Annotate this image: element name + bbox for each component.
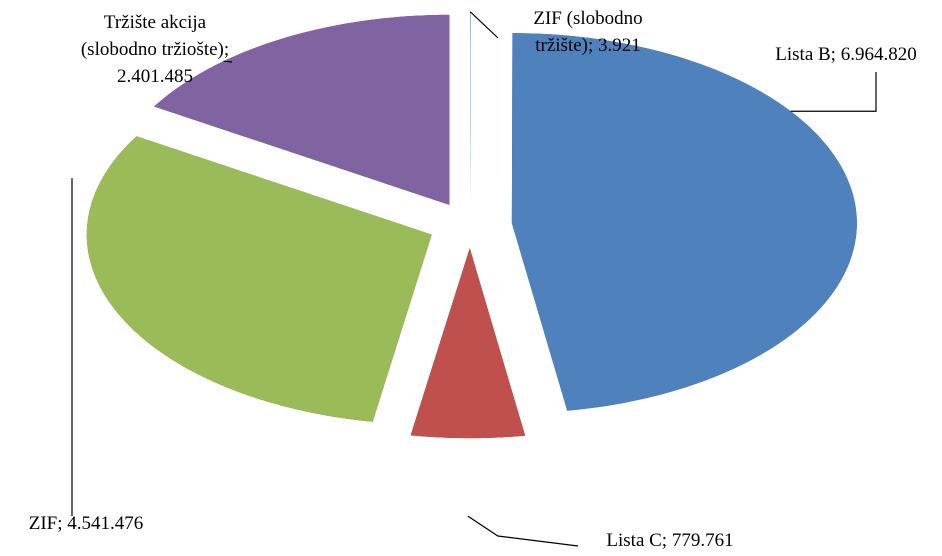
slice [86,136,432,422]
data-label: ZIF; 4.541.476 [29,513,144,534]
data-label-line: ZIF (slobodno [533,8,642,29]
data-label: Lista C; 779.761 [606,530,733,551]
data-label-line: 2.401.485 [117,66,193,87]
data-label: Tržište akcija (slobodno tržiošte); 2.401.… [81,12,229,87]
slice [511,33,857,411]
leader-line [467,515,579,547]
data-label-line: Tržište akcija [104,12,207,33]
leader-line [223,60,233,63]
data-label-line: (slobodno tržiošte); [81,39,229,60]
data-label-line: tržište); 3.921 [535,35,641,56]
data-label-line: ZIF; 4.541.476 [29,513,144,534]
leader-line [790,72,877,112]
data-label-line: Lista C; 779.761 [606,530,733,551]
slice [154,14,450,205]
leader-line [469,11,499,39]
slice [470,11,471,202]
data-label-line: Lista B; 6.964.820 [775,44,916,65]
data-label: Lista B; 6.964.820 [775,44,916,65]
slice [410,248,526,439]
data-label: ZIF (slobodno tržište); 3.921 [533,8,642,56]
